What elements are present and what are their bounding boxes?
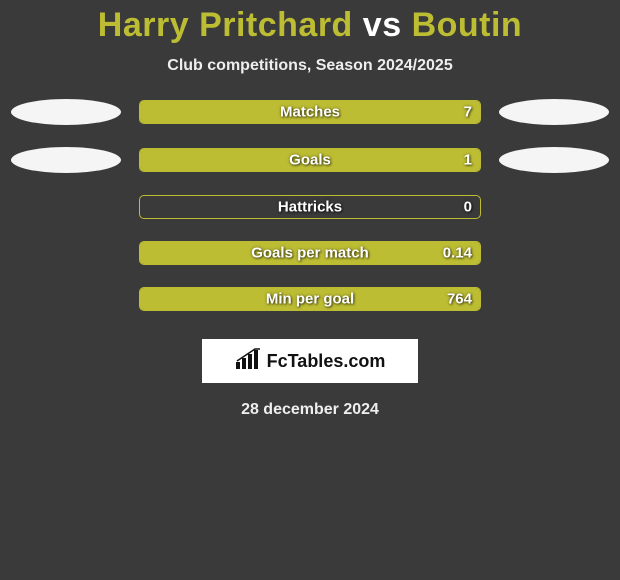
- stat-bar: Hattricks 0: [139, 195, 481, 219]
- chart-icon: [235, 348, 261, 375]
- avatar-placeholder-left: [11, 99, 121, 125]
- comparison-card: Harry Pritchard vs Boutin Club competiti…: [0, 0, 620, 419]
- stat-bar: Goals per match 0.14: [139, 241, 481, 265]
- stat-label: Goals: [289, 152, 331, 169]
- stat-value: 0: [464, 199, 472, 216]
- player1-name: Harry Pritchard: [98, 6, 353, 44]
- avatar-placeholder-left: [11, 147, 121, 173]
- player2-name: Boutin: [412, 6, 523, 44]
- stat-bar: Matches 7: [139, 100, 481, 124]
- stat-row: Min per goal 764: [0, 287, 620, 311]
- subtitle: Club competitions, Season 2024/2025: [167, 57, 452, 75]
- page-title: Harry Pritchard vs Boutin: [98, 6, 522, 45]
- date-label: 28 december 2024: [241, 401, 379, 419]
- stat-row: Goals per match 0.14: [0, 241, 620, 265]
- avatar-placeholder-right: [499, 99, 609, 125]
- stat-value: 7: [464, 104, 472, 121]
- source-name: FcTables.com: [267, 351, 386, 372]
- stat-label: Hattricks: [278, 199, 342, 216]
- stat-rows: Matches 7 Goals 1 Hattricks 0: [0, 99, 620, 311]
- stat-label: Goals per match: [251, 245, 369, 262]
- stat-value: 764: [447, 291, 472, 308]
- stat-row: Matches 7: [0, 99, 620, 125]
- stat-row: Goals 1: [0, 147, 620, 173]
- stat-label: Min per goal: [266, 291, 354, 308]
- stat-label: Matches: [280, 104, 340, 121]
- stat-value: 1: [464, 152, 472, 169]
- stat-value: 0.14: [443, 245, 472, 262]
- vs-label: vs: [363, 6, 402, 44]
- stat-bar: Min per goal 764: [139, 287, 481, 311]
- stat-row: Hattricks 0: [0, 195, 620, 219]
- stat-bar: Goals 1: [139, 148, 481, 172]
- avatar-placeholder-right: [499, 147, 609, 173]
- source-logo: FcTables.com: [202, 339, 418, 383]
